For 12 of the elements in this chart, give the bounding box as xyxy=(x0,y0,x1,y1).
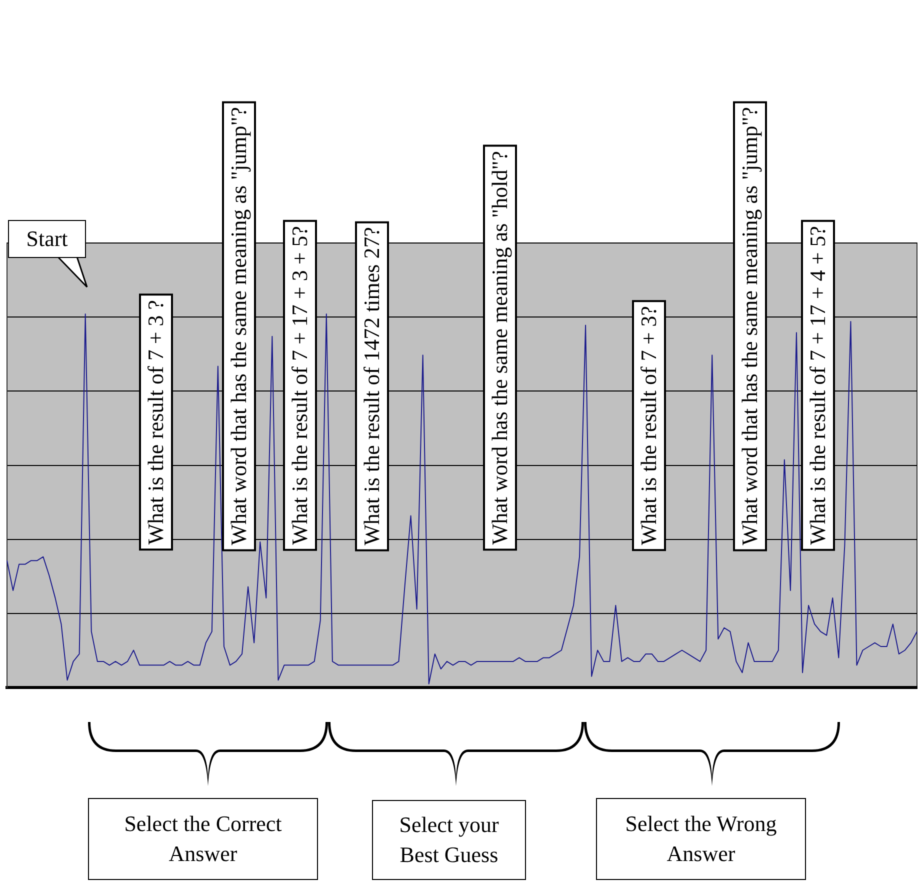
text: Select the Wrong Answer xyxy=(596,798,806,880)
annotation: What is the result of 7 + 3? xyxy=(632,300,666,551)
annotation: What word that has the same meaning as "jump"? xyxy=(733,100,767,551)
annotation: What word has the same meaning as "hold"? xyxy=(483,145,517,551)
annotation: What is the result of 7 + 17 + 3 + 5? xyxy=(283,220,317,551)
text: Select the Correct Answer xyxy=(88,798,318,880)
annotation: What is the result of 1472 times 27? xyxy=(355,220,389,551)
annotation: What word that has the same meaning as "jump"? xyxy=(222,100,256,551)
text: Select your Best Guess xyxy=(372,800,526,880)
annotation: What is the result of 7 + 3 ? xyxy=(139,294,173,551)
text: Start xyxy=(8,220,86,258)
annotation: What is the result of 7 + 17 + 4 + 5? xyxy=(801,220,835,551)
